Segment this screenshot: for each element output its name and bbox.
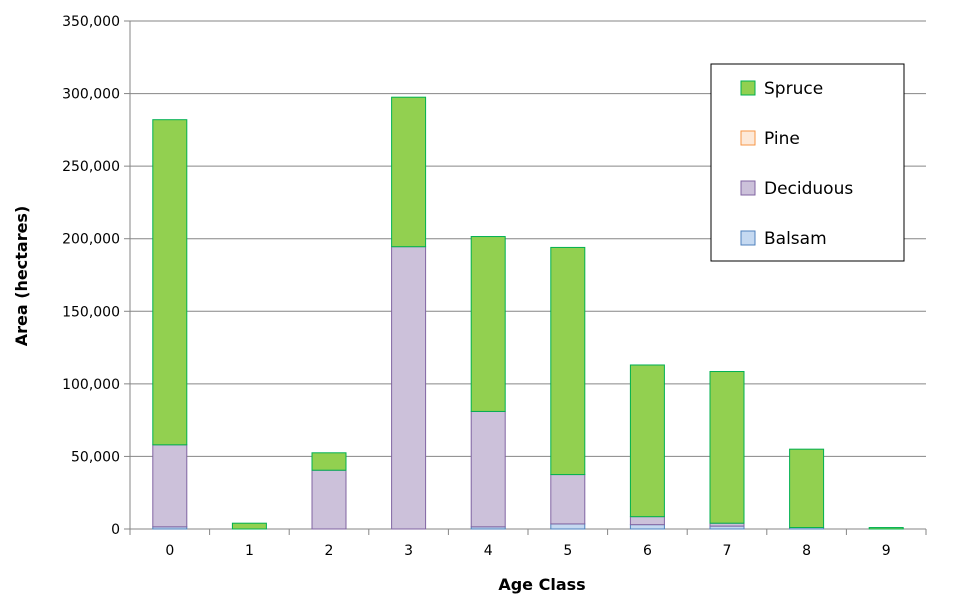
y-tick-label: 350,000 [62, 14, 120, 30]
bar-segment-spruce [391, 96, 427, 248]
legend-label-balsam: Balsam [764, 229, 827, 249]
bars [152, 96, 904, 530]
x-tick-labels: 0 1 2 3 4 5 6 7 8 9 [165, 543, 890, 559]
legend-label-deciduous: Deciduous [764, 179, 853, 199]
bar-segment-spruce [550, 246, 586, 476]
bar-segment-spruce [789, 448, 825, 529]
bar-segment-spruce [629, 364, 665, 518]
x-tick-label: 6 [643, 543, 652, 559]
bar-segment-deciduous [152, 444, 188, 528]
x-axis-title: Age Class [498, 575, 585, 594]
bar-segment-spruce [311, 452, 347, 471]
x-tick-label: 7 [723, 543, 732, 559]
x-tick-label: 9 [882, 543, 891, 559]
y-tick-label: 300,000 [62, 87, 120, 103]
x-tick-label: 1 [245, 543, 254, 559]
bar-segment-spruce [709, 371, 745, 524]
x-tick-label: 2 [325, 543, 334, 559]
y-tick-labels: 0 50,000 100,000 150,000 200,000 250,000 300,0… [62, 14, 120, 538]
gridlines [130, 20, 926, 457]
x-tick-label: 3 [404, 543, 413, 559]
y-tick-label: 150,000 [62, 304, 120, 320]
y-axis-title: Area (hectares) [12, 206, 31, 347]
bar-segment-balsam [550, 523, 586, 530]
y-tick-label: 0 [111, 522, 120, 538]
y-tick-label: 50,000 [71, 449, 120, 465]
bar-segment-deciduous [311, 469, 347, 530]
legend: Spruce Pine Deciduous Balsam [710, 63, 905, 262]
y-tick-label: 250,000 [62, 159, 120, 175]
y-tick-label: 100,000 [62, 377, 120, 393]
bar-segment-deciduous [391, 246, 427, 530]
bar-segment-spruce [231, 522, 267, 530]
bar-segment-balsam [629, 524, 665, 530]
bar-segment-deciduous [470, 410, 506, 528]
legend-swatch-balsam [740, 230, 756, 246]
x-tick-label: 8 [802, 543, 811, 559]
legend-swatch-pine [740, 130, 756, 146]
x-tick-label: 0 [165, 543, 174, 559]
x-tick-label: 5 [563, 543, 572, 559]
bar-segment-spruce [152, 119, 188, 446]
legend-box [710, 63, 905, 262]
bar-segment-spruce [470, 236, 506, 412]
bar-segment-deciduous [550, 474, 586, 525]
x-tick-label: 4 [484, 543, 493, 559]
legend-swatch-deciduous [740, 180, 756, 196]
y-tick-label: 200,000 [62, 232, 120, 248]
bar-segment-spruce [868, 527, 904, 530]
legend-label-spruce: Spruce [764, 79, 823, 99]
legend-label-pine: Pine [764, 129, 800, 149]
bar-segment-deciduous [629, 516, 665, 526]
legend-swatch-spruce [740, 80, 756, 96]
